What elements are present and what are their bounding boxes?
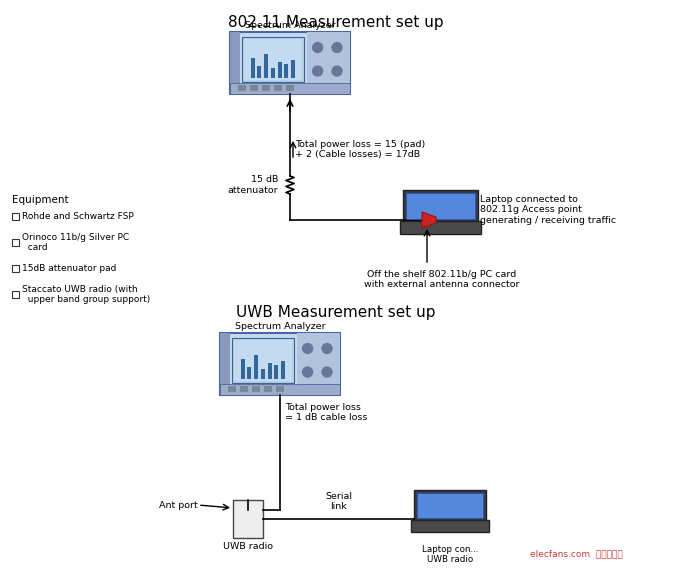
Bar xyxy=(220,384,340,395)
Bar xyxy=(240,386,248,392)
Bar xyxy=(254,356,258,378)
Circle shape xyxy=(313,43,322,52)
Text: UWB radio: UWB radio xyxy=(223,542,273,551)
Bar xyxy=(262,85,270,91)
Circle shape xyxy=(303,367,312,377)
Bar xyxy=(12,239,19,246)
Bar xyxy=(414,490,486,520)
Bar xyxy=(268,363,272,378)
Bar xyxy=(250,58,254,78)
Bar xyxy=(271,68,275,78)
Bar xyxy=(278,62,282,78)
Text: Orinoco 11b/g Silver PC
  card: Orinoco 11b/g Silver PC card xyxy=(22,233,129,252)
Text: UWB Measurement set up: UWB Measurement set up xyxy=(236,305,435,320)
Text: Laptop con...
UWB radio: Laptop con... UWB radio xyxy=(422,545,479,564)
Bar xyxy=(230,32,240,94)
Bar xyxy=(276,386,284,392)
Circle shape xyxy=(313,66,322,76)
Bar xyxy=(230,83,350,94)
Bar xyxy=(411,520,489,532)
Circle shape xyxy=(332,43,342,52)
Bar xyxy=(220,333,229,395)
Text: Serial
link: Serial link xyxy=(325,491,352,511)
Text: 15dB attenuator pad: 15dB attenuator pad xyxy=(22,264,116,273)
Text: 15 dB
attenuator: 15 dB attenuator xyxy=(227,176,278,195)
Text: elecfans.com  电子发烧友: elecfans.com 电子发烧友 xyxy=(530,549,623,558)
Text: Spectrum Analyzer: Spectrum Analyzer xyxy=(235,322,325,331)
Bar xyxy=(264,386,272,392)
Bar xyxy=(252,386,260,392)
Circle shape xyxy=(303,344,312,353)
Bar xyxy=(285,64,289,78)
Bar xyxy=(238,85,246,91)
Text: 802.11 Measurement set up: 802.11 Measurement set up xyxy=(228,15,444,30)
Bar xyxy=(400,221,481,234)
Text: Laptop connected to
802.11g Access point
generating / receiving traffic: Laptop connected to 802.11g Access point… xyxy=(480,195,616,225)
Text: Rohde and Schwartz FSP: Rohde and Schwartz FSP xyxy=(22,212,134,221)
Polygon shape xyxy=(422,212,436,228)
Bar xyxy=(291,60,295,78)
Text: Total power loss = 15 (pad)
+ 2 (Cable losses) = 17dB: Total power loss = 15 (pad) + 2 (Cable l… xyxy=(295,140,425,160)
Bar xyxy=(275,365,279,378)
Bar xyxy=(261,369,265,378)
Bar xyxy=(244,39,302,80)
Bar xyxy=(264,54,268,78)
Bar xyxy=(402,190,478,221)
Bar xyxy=(12,265,19,272)
Text: Total power loss
= 1 dB cable loss: Total power loss = 1 dB cable loss xyxy=(285,403,367,422)
Bar xyxy=(307,32,350,94)
Text: Equipment: Equipment xyxy=(12,195,69,205)
Circle shape xyxy=(332,66,342,76)
Bar xyxy=(242,37,304,82)
Bar xyxy=(406,193,474,219)
Bar xyxy=(241,359,245,378)
Bar xyxy=(228,386,236,392)
Bar xyxy=(248,367,252,378)
Bar xyxy=(220,333,340,395)
Bar xyxy=(250,85,258,91)
Bar xyxy=(286,85,294,91)
Bar xyxy=(233,500,263,538)
Bar xyxy=(274,85,282,91)
Bar xyxy=(230,32,350,94)
Bar xyxy=(257,66,261,78)
Bar xyxy=(417,493,483,518)
Bar xyxy=(12,213,19,220)
Text: Ant port: Ant port xyxy=(160,500,198,510)
Text: Off the shelf 802.11b/g PC card
with external antenna connector: Off the shelf 802.11b/g PC card with ext… xyxy=(364,270,520,290)
Bar xyxy=(234,340,292,381)
Text: Staccato UWB radio (with
  upper band group support): Staccato UWB radio (with upper band grou… xyxy=(22,285,150,304)
Circle shape xyxy=(322,367,332,377)
Bar xyxy=(297,333,340,395)
Bar xyxy=(232,338,294,382)
Bar xyxy=(12,291,19,298)
Text: Spectrum Analyzer: Spectrum Analyzer xyxy=(245,21,335,30)
Circle shape xyxy=(322,344,332,353)
Bar xyxy=(281,361,285,378)
